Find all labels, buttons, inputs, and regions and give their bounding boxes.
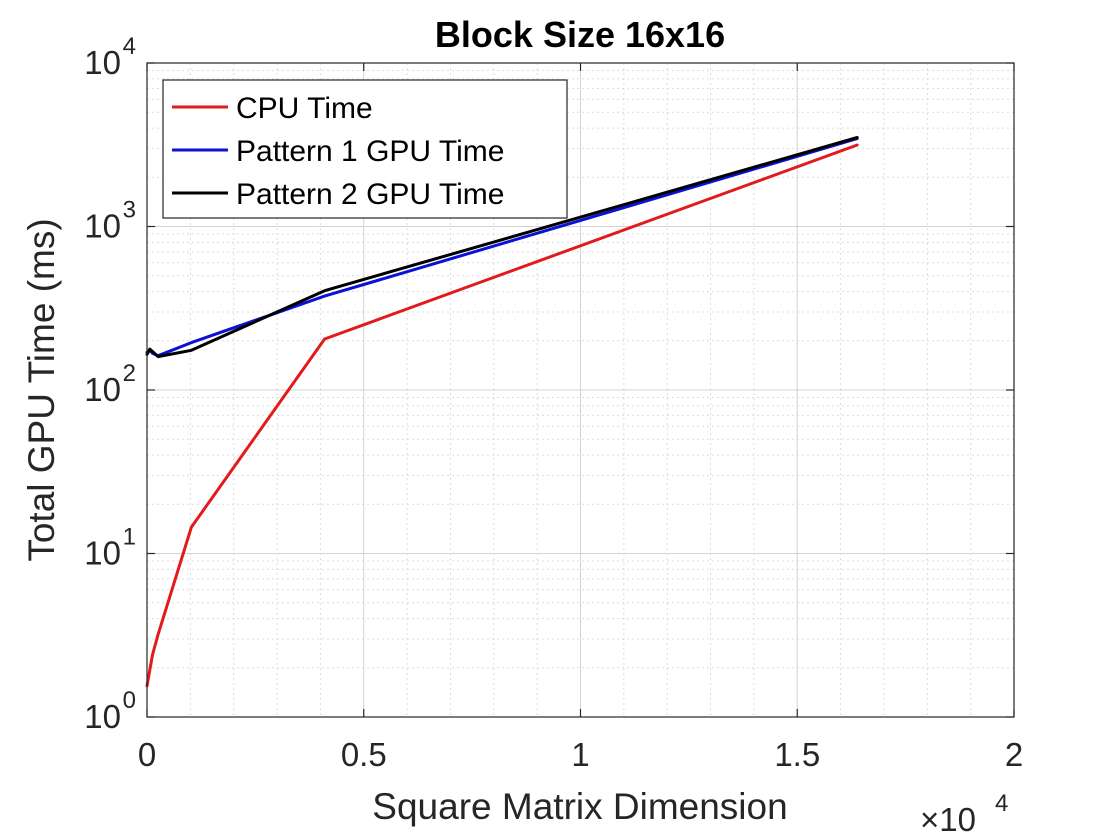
- y-tick-label-exponent: 4: [123, 33, 136, 60]
- y-tick-label-exponent: 2: [123, 360, 136, 387]
- y-tick-label: 10: [84, 44, 121, 81]
- y-axis-label: Total GPU Time (ms): [21, 218, 62, 561]
- series-line-3: [145, 136, 859, 359]
- x-exponent-power: 4: [995, 790, 1008, 817]
- y-tick-label-exponent: 3: [123, 197, 136, 224]
- chart-title: Block Size 16x16: [435, 14, 725, 55]
- legend-box: [162, 79, 568, 219]
- series-lines: [145, 136, 859, 688]
- y-tick-label: 10: [84, 208, 121, 245]
- x-tick-label: 0.5: [341, 736, 387, 773]
- x-tick-label: 1.5: [774, 736, 820, 773]
- y-tick-label: 10: [84, 371, 121, 408]
- y-tick-label-exponent: 1: [123, 524, 136, 551]
- legend: CPU Time Pattern 1 GPU Time Pattern 2 GPU …: [162, 79, 568, 219]
- legend-label-1: CPU Time: [236, 92, 373, 125]
- x-exponent-prefix: ×10: [920, 801, 976, 838]
- y-tick-label-exponent: 0: [123, 687, 136, 714]
- y-tick-label: 10: [84, 535, 121, 572]
- y-tick-label: 10: [84, 698, 121, 735]
- legend-label-2: Pattern 1 GPU Time: [236, 135, 504, 168]
- x-tick-label: 2: [1005, 736, 1023, 773]
- x-tick-label: 0: [138, 736, 156, 773]
- series-line-1: [145, 143, 859, 688]
- x-axis-label: Square Matrix Dimension: [372, 786, 787, 827]
- x-axis-exponent-label: ×10 4: [920, 790, 1008, 838]
- x-tick-label: 1: [571, 736, 589, 773]
- legend-label-3: Pattern 2 GPU Time: [236, 178, 504, 211]
